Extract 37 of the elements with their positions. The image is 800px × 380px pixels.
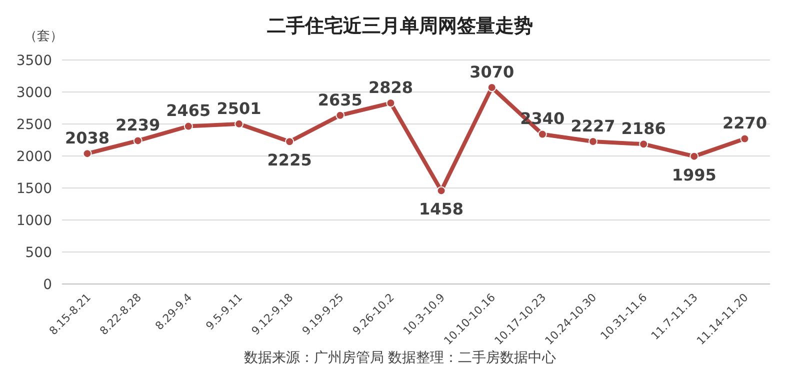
point: [487, 83, 496, 92]
point: [82, 149, 92, 158]
data-label: 2635: [318, 90, 362, 110]
data-label: 2239: [116, 116, 160, 135]
data-label: 2465: [166, 101, 211, 120]
y-tick-label: 2500: [16, 117, 52, 133]
point: [133, 136, 142, 146]
point: [740, 134, 750, 144]
y-tick-label: 0: [43, 277, 52, 293]
chart-title: 二手住宅近三月单周网签量走势: [267, 15, 533, 37]
data-label: 2501: [216, 98, 262, 118]
y-axis-title: （套）: [24, 29, 63, 44]
source-note: 数据来源：广州房管局 数据整理：二手房数据中心: [244, 350, 556, 366]
data-label: 2270: [722, 114, 767, 133]
data-label: 2227: [570, 116, 616, 136]
y-tick-label: 3500: [16, 53, 52, 69]
point: [436, 186, 446, 196]
point: [639, 140, 648, 149]
data-label: 2186: [621, 119, 666, 138]
data-label: 2038: [65, 128, 110, 148]
data-label: 2828: [368, 78, 413, 98]
y-tick-label: 3000: [16, 85, 52, 101]
y-tick-label: 1500: [16, 181, 52, 197]
point: [538, 130, 547, 139]
point: [285, 137, 294, 146]
data-label: 1458: [419, 200, 464, 219]
point: [690, 152, 699, 161]
y-tick-label: 500: [25, 245, 52, 261]
data-label: 1995: [672, 165, 716, 184]
point: [234, 119, 244, 128]
y-tick-label: 1000: [16, 213, 52, 229]
data-label: 3070: [470, 62, 514, 82]
data-label: 2225: [267, 150, 312, 170]
point: [184, 122, 193, 131]
y-tick-label: 2000: [16, 149, 52, 165]
point: [386, 98, 396, 108]
point: [336, 110, 345, 120]
